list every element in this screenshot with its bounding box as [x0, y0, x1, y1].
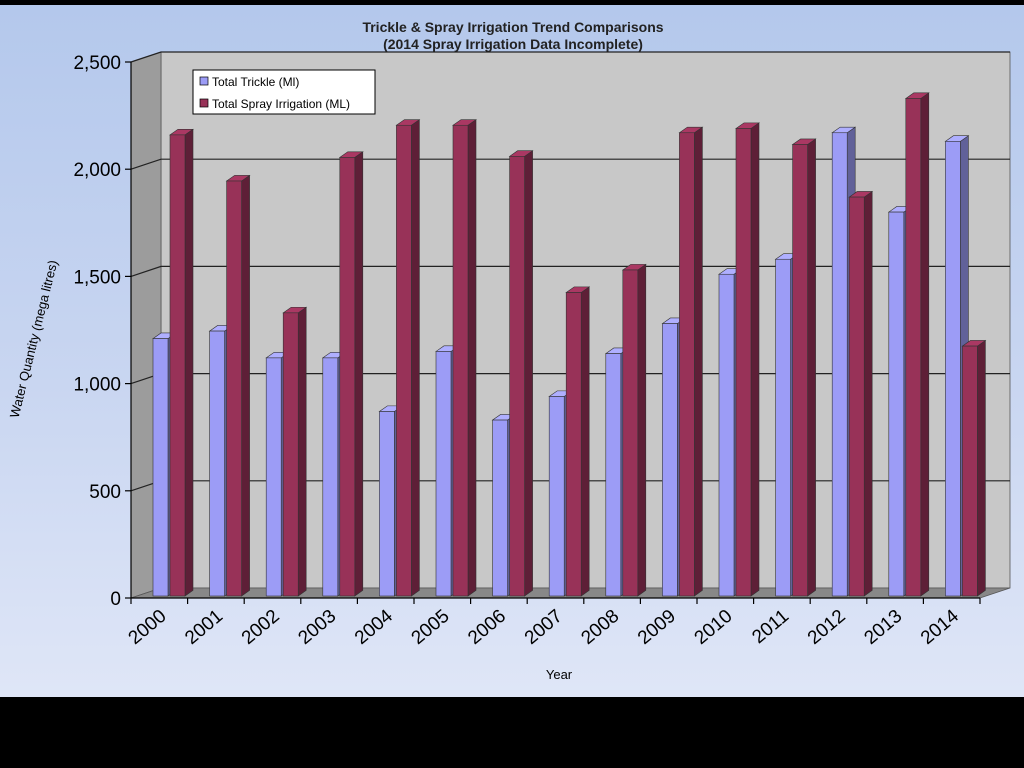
bar-side — [241, 174, 250, 597]
bar-spray-2012 — [848, 190, 874, 597]
gridline — [130, 265, 1010, 277]
bar-front — [662, 323, 678, 597]
bar-spray-2003 — [338, 151, 364, 597]
bar-side — [863, 190, 873, 597]
legend-swatch-trickle — [199, 76, 209, 86]
bar-front — [152, 338, 169, 597]
bar-spray-2004 — [395, 119, 421, 597]
y-tick-label: 0 — [110, 589, 121, 610]
bar-side — [467, 119, 477, 597]
x-tick-label: 2014 — [917, 605, 963, 649]
bar-side — [297, 306, 307, 597]
bar-side — [977, 339, 986, 597]
bar-side — [354, 151, 364, 597]
x-tick-label: 2002 — [238, 606, 284, 649]
x-tick-label: 2001 — [181, 606, 227, 649]
bar-front — [339, 157, 356, 597]
legend-box — [192, 69, 376, 115]
x-tick-label: 2000 — [125, 606, 171, 649]
x-tick-label: 2004 — [351, 605, 397, 649]
bar-front — [209, 330, 225, 597]
bar-spray-2008 — [621, 263, 647, 597]
bar-front — [775, 258, 791, 597]
chart-title: Trickle & Spray Irrigation Trend Compari… — [362, 19, 663, 35]
bar-spray-2001 — [225, 174, 251, 597]
x-tick-label: 2006 — [464, 606, 510, 649]
bar-front — [888, 211, 905, 597]
bar-spray-2013 — [904, 92, 930, 597]
gridline — [130, 158, 1010, 170]
bar-front — [396, 124, 412, 597]
bar-spray-2010 — [735, 122, 760, 597]
y-axis-title: Water Quantity (mega litres) — [7, 258, 61, 419]
x-tick-label: 2012 — [804, 606, 850, 649]
bar-side — [411, 119, 420, 597]
bar-side — [637, 263, 647, 597]
bar-side — [184, 128, 194, 597]
bar-spray-2014 — [961, 339, 987, 597]
bar-front — [735, 128, 752, 597]
x-tick-label: 2008 — [577, 606, 623, 649]
x-tick-label: 2005 — [408, 606, 454, 649]
bar-spray-2002 — [282, 306, 308, 597]
bar-spray-2005 — [452, 119, 477, 597]
bar-front — [962, 345, 978, 597]
bar-front — [435, 351, 452, 597]
bar-side — [807, 138, 816, 597]
bar-front — [792, 144, 808, 597]
bar-front — [509, 156, 525, 597]
legend-swatch-spray — [199, 98, 209, 108]
bar-side — [524, 150, 533, 597]
bar-front — [265, 357, 282, 597]
y-tick-label: 1,500 — [73, 267, 121, 288]
bar-spray-2009 — [678, 126, 704, 597]
x-tick-label: 2003 — [294, 606, 340, 649]
bar-front — [905, 98, 922, 597]
bar-front — [605, 353, 622, 597]
bar-front — [622, 269, 639, 597]
bar-spray-2011 — [791, 138, 817, 597]
slide-background: Trickle & Spray Irrigation Trend Compari… — [0, 5, 1024, 697]
bar-side — [750, 122, 760, 597]
y-tick-label: 500 — [89, 482, 121, 503]
bar-front — [945, 141, 961, 597]
bars — [152, 92, 987, 597]
y-tick-label: 2,500 — [73, 53, 121, 74]
bar-front — [452, 124, 469, 597]
bar-side — [920, 92, 930, 597]
bar-front — [492, 419, 508, 597]
x-tick-label: 2009 — [634, 606, 680, 649]
bar-front — [282, 312, 299, 597]
chart-subtitle: (2014 Spray Irrigation Data Incomplete) — [383, 36, 643, 52]
gridline — [130, 51, 1010, 63]
y-tick-label: 1,000 — [73, 375, 121, 396]
bar-front — [169, 134, 186, 597]
bar-side — [580, 286, 590, 597]
bar-front — [831, 132, 848, 597]
bar-spray-2007 — [565, 286, 591, 597]
legend-label-spray: Total Spray Irrigation (ML) — [212, 97, 350, 111]
bar-front — [848, 196, 865, 597]
chart: Trickle & Spray Irrigation Trend Compari… — [7, 19, 1011, 682]
x-tick-label: 2007 — [521, 606, 567, 649]
bar-front — [565, 292, 582, 597]
bar-front — [548, 396, 565, 597]
x-tick-label: 2010 — [691, 606, 737, 649]
bar-side — [694, 126, 703, 597]
bar-spray-2000 — [169, 128, 194, 597]
bar-front — [718, 273, 735, 597]
bar-front — [322, 357, 339, 597]
bar-front — [379, 411, 395, 597]
bar-front — [226, 180, 242, 597]
legend: Total Trickle (Ml) Total Spray Irrigatio… — [192, 69, 376, 115]
bar-front — [679, 132, 695, 597]
x-tick-label: 2011 — [748, 606, 793, 648]
x-axis-title: Year — [546, 667, 573, 682]
y-tick-label: 2,000 — [73, 160, 121, 181]
bar-spray-2006 — [508, 150, 534, 597]
legend-label-trickle: Total Trickle (Ml) — [212, 75, 299, 89]
x-tick-label: 2013 — [860, 606, 906, 649]
